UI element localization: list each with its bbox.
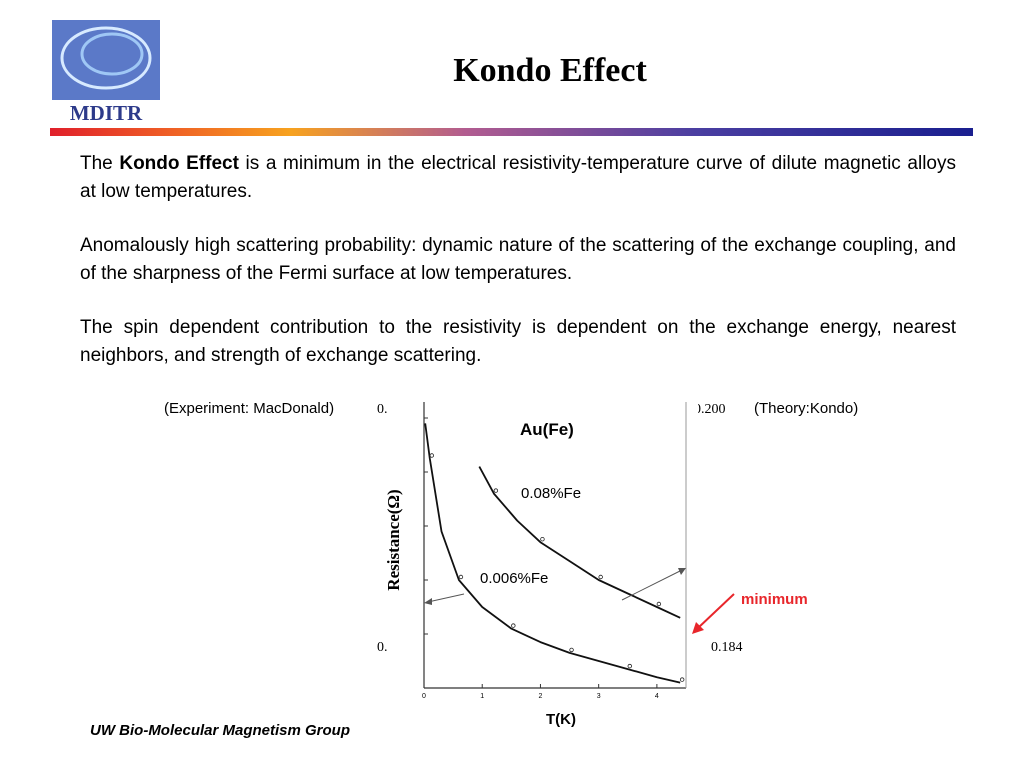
p1-rest: is a minimum in the electrical resistivi… [80,153,956,202]
series-0-point-7 [656,601,662,607]
chart-title: Au(Fe) [520,420,574,439]
right-caption: (Theory:Kondo) [754,400,859,417]
p1-bold-term: Kondo Effect [119,153,239,174]
series-label-0-006-fe: 0.006%Fe [480,570,549,587]
pointer-right [621,569,683,601]
series-1-point-1 [429,453,435,458]
series-0-point-5 [598,574,603,580]
pointer-left [427,593,465,603]
series-0-point-1 [493,488,499,493]
logo-ring-inner [80,32,144,76]
resistance-chart: 0 1 2 3 4 [388,398,698,720]
series-1-point-3 [458,574,464,580]
page-title: Kondo Effect [453,52,647,89]
logo-text: MDITR [70,101,143,125]
series-label-0-08-fe: 0.08%Fe [521,485,582,502]
y-axis-label: Resistance(Ω) [384,489,403,591]
right-axis-top-value: 0.200 [694,402,726,417]
right-axis-bottom-value: 0.184 [711,640,743,655]
minimum-label: minimum [741,591,808,608]
paragraph-scattering: Anomalously high scattering probability:… [80,235,956,284]
x-tick-label-2: 2 [538,693,542,700]
mditr-logo: MDITR [52,20,160,126]
paragraph-kondo-definition: The Kondo Effect is a minimum in the ele… [80,150,956,206]
pointer-left-head [424,598,432,605]
minimum-arrow [692,593,735,634]
series-1-point-9 [627,663,632,669]
x-tick-label-3: 3 [597,693,601,700]
x-tick-label-1: 1 [480,693,484,700]
paragraph-spin-dependence: The spin dependent contribution to the r… [80,317,956,366]
series-1-point-11 [679,677,685,682]
x-axis-label: T(K) [546,711,576,728]
series-0-point-3 [540,536,545,542]
series-1-point-7 [569,647,574,653]
chart-series-layer [424,423,685,684]
gradient-divider [50,128,973,136]
footer-group-name: UW Bio-Molecular Magnetism Group [90,722,351,739]
left-caption: (Experiment: MacDonald) [164,400,335,417]
logo-ring-outer [60,26,152,90]
pointer-right-head [678,568,686,575]
chart-background [388,398,698,720]
chart-ticks: 0 1 2 3 4 [422,417,659,700]
series-1-point-5 [511,623,516,628]
x-tick-label-4: 4 [655,693,659,700]
logo-text-band [52,100,160,126]
series-line-1 [424,423,681,684]
series-line-0 [478,466,681,619]
x-tick-label-0: 0 [422,693,426,700]
p1-prefix: The [80,153,120,174]
